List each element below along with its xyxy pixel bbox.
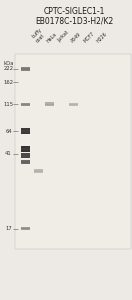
- Bar: [21, 227, 30, 230]
- Text: kDa: kDa: [3, 61, 14, 66]
- Bar: [15, 54, 131, 249]
- Bar: [21, 155, 30, 156]
- Bar: [21, 67, 30, 71]
- Text: CPTC-SIGLEC1-1: CPTC-SIGLEC1-1: [43, 8, 105, 16]
- Text: 222: 222: [4, 67, 14, 71]
- Bar: [45, 102, 54, 106]
- Text: HeLa: HeLa: [46, 32, 58, 44]
- Text: 41: 41: [5, 151, 12, 156]
- Text: 17: 17: [5, 226, 12, 231]
- Text: 64: 64: [5, 129, 12, 134]
- Text: EB0178C-1D3-H2/K2: EB0178C-1D3-H2/K2: [35, 16, 113, 26]
- Bar: [21, 228, 30, 229]
- Text: H226: H226: [95, 31, 108, 44]
- Bar: [21, 148, 30, 149]
- Bar: [21, 146, 30, 152]
- Bar: [45, 104, 54, 105]
- Text: buffy
coat: buffy coat: [31, 28, 47, 43]
- Bar: [34, 170, 43, 172]
- Text: A549: A549: [70, 31, 83, 44]
- Bar: [69, 104, 78, 105]
- Bar: [69, 103, 78, 106]
- Bar: [34, 169, 43, 173]
- Text: 115: 115: [4, 102, 14, 107]
- Bar: [21, 104, 30, 105]
- Bar: [21, 130, 30, 132]
- Text: MCF7: MCF7: [83, 31, 96, 44]
- Bar: [21, 160, 30, 164]
- Bar: [21, 153, 30, 158]
- Bar: [21, 68, 30, 70]
- Text: 162: 162: [4, 80, 14, 85]
- Bar: [21, 128, 30, 134]
- Bar: [21, 161, 30, 163]
- Text: Jurkat: Jurkat: [56, 30, 70, 44]
- Bar: [21, 103, 30, 106]
